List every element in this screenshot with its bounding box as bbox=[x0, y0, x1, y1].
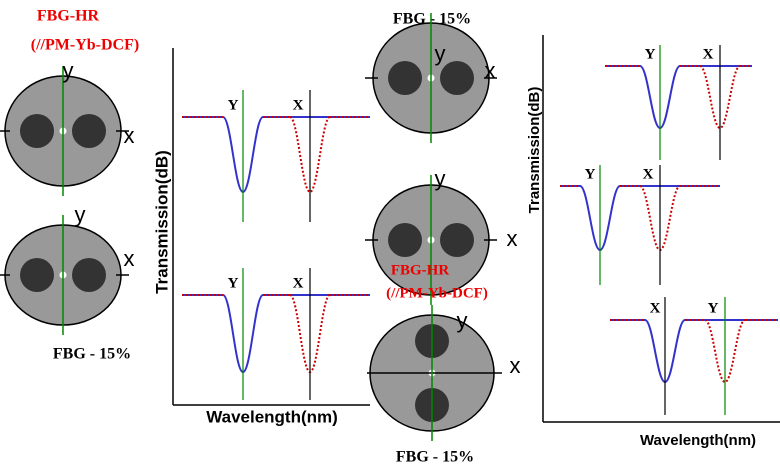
stress-rod bbox=[440, 223, 474, 257]
label: (//PM-Yb-DCF) bbox=[31, 37, 139, 54]
label: (//PM-Yb-DCF) bbox=[386, 285, 488, 301]
stress-rod bbox=[72, 114, 106, 148]
label: y bbox=[435, 166, 446, 191]
label: Y bbox=[228, 97, 239, 113]
stress-rod bbox=[20, 114, 54, 148]
label: y bbox=[63, 58, 74, 83]
stress-rod bbox=[388, 223, 422, 257]
label: X bbox=[293, 275, 304, 291]
label: FBG - 15% bbox=[396, 449, 474, 466]
stress-rod bbox=[20, 258, 54, 292]
stress-rod bbox=[440, 61, 474, 95]
label: y bbox=[75, 202, 86, 227]
label: x bbox=[507, 226, 518, 251]
label: Wavelength(nm) bbox=[640, 432, 756, 449]
label: x bbox=[124, 246, 135, 271]
label: x bbox=[485, 58, 496, 83]
label: FBG-HR bbox=[391, 262, 449, 278]
label: Y bbox=[708, 300, 719, 316]
label: y bbox=[435, 41, 446, 66]
label: Transmission(dB) bbox=[152, 150, 171, 294]
label: X bbox=[643, 166, 654, 182]
label: x bbox=[124, 123, 135, 148]
label: FBG - 15% bbox=[53, 346, 131, 363]
label: X bbox=[650, 300, 661, 316]
dip bbox=[699, 65, 741, 130]
label: x bbox=[510, 353, 521, 378]
label: Y bbox=[228, 275, 239, 291]
label: X bbox=[293, 97, 304, 113]
dip bbox=[704, 319, 746, 384]
stress-rod bbox=[388, 61, 422, 95]
label: Transmission(dB) bbox=[526, 87, 543, 214]
label: FBG-HR bbox=[37, 8, 100, 25]
label: Wavelength(nm) bbox=[206, 407, 338, 426]
label: Y bbox=[645, 46, 656, 62]
label: FBG - 15% bbox=[393, 11, 471, 28]
label: X bbox=[703, 46, 714, 62]
label: Y bbox=[585, 166, 596, 182]
stress-rod bbox=[72, 258, 106, 292]
label: y bbox=[457, 308, 468, 333]
